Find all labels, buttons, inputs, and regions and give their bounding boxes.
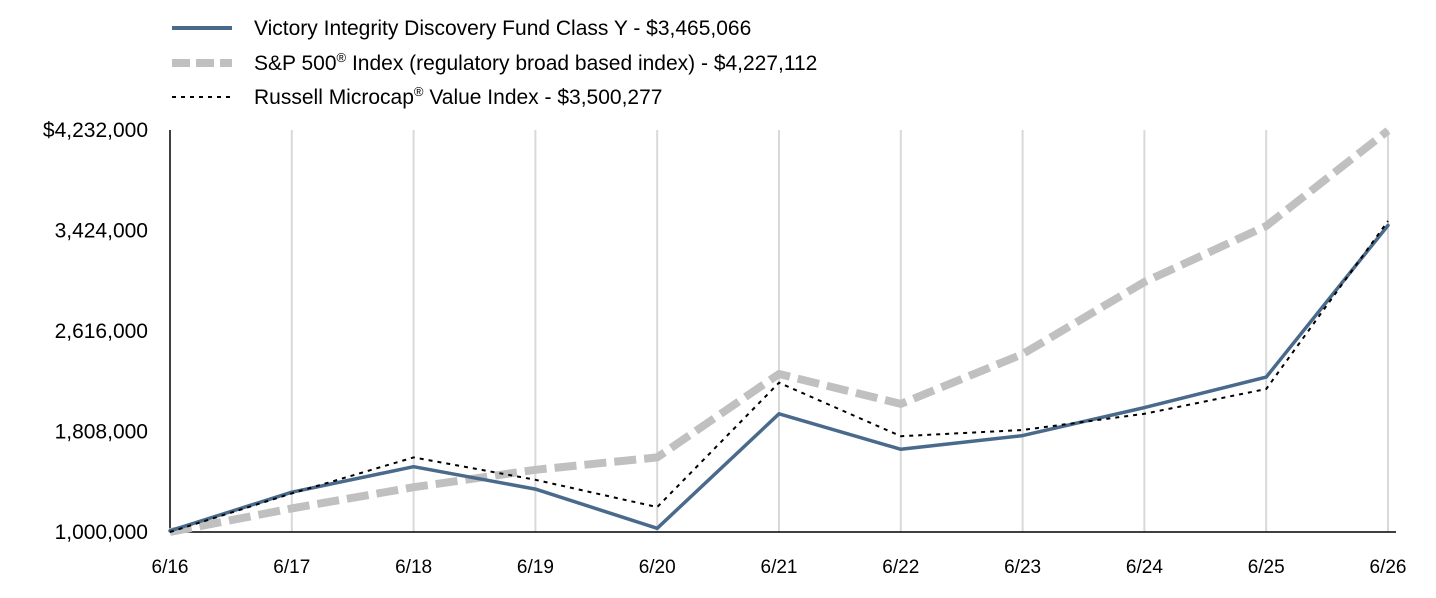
x-tick-label: 6/24 [1126, 557, 1163, 578]
x-tick-label: 6/23 [1004, 557, 1041, 578]
legend-entry-fund: Victory Integrity Discovery Fund Class Y… [172, 17, 751, 40]
x-tick-label: 6/26 [1370, 557, 1407, 578]
x-tick-label: 6/17 [273, 557, 310, 578]
y-axis-ticks: $4,232,000 3,424,000 2,616,000 1,808,000 1,0… [43, 119, 148, 544]
series-line-sp500 [169, 127, 1391, 536]
series-line-russell [169, 220, 1389, 533]
y-tick-label: 1,000,000 [55, 521, 148, 544]
x-tick-label: 6/16 [152, 557, 189, 578]
legend-entry-sp500: S&P 500® Index (regulatory broad based i… [172, 50, 817, 75]
x-tick-label: 6/25 [1248, 557, 1285, 578]
legend: Victory Integrity Discovery Fund Class Y… [172, 17, 817, 109]
x-tick-label: 6/21 [761, 557, 798, 578]
series-line-fund [168, 223, 1390, 533]
legend-label-sp500: S&P 500® Index (regulatory broad based i… [254, 50, 817, 75]
y-tick-label: $4,232,000 [43, 119, 148, 142]
y-tick-label: 3,424,000 [55, 220, 148, 243]
legend-label-fund: Victory Integrity Discovery Fund Class Y… [254, 17, 751, 40]
x-tick-label: 6/20 [639, 557, 676, 578]
y-tick-label: 1,808,000 [55, 421, 148, 444]
legend-entry-russell: Russell Microcap® Value Index - $3,500,2… [172, 84, 662, 109]
x-tick-label: 6/19 [517, 557, 554, 578]
x-tick-label: 6/22 [882, 557, 919, 578]
series-lines [168, 127, 1391, 536]
x-axis-ticks: 6/16 6/17 6/18 6/19 6/20 6/21 6/22 6/23 6/24 6/25… [152, 557, 1407, 578]
legend-label-russell: Russell Microcap® Value Index - $3,500,2… [254, 84, 662, 109]
axes [169, 130, 1396, 533]
x-tick-label: 6/18 [395, 557, 432, 578]
gridlines [290, 130, 1389, 532]
y-tick-label: 2,616,000 [55, 320, 148, 343]
